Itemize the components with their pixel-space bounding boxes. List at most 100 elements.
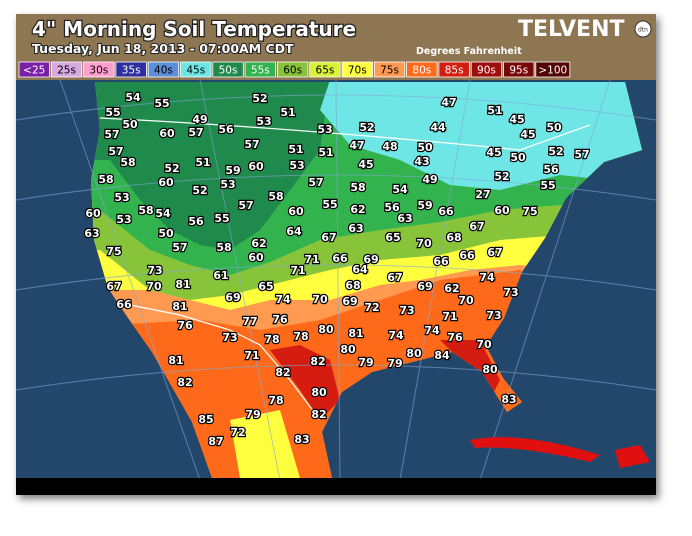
station-value: 70 (146, 280, 162, 293)
station-value: 60 (494, 204, 510, 217)
station-value: 80 (482, 363, 498, 376)
station-value: 74 (275, 293, 291, 306)
station-value: 80 (318, 323, 334, 336)
station-value: 69 (225, 291, 240, 304)
legend-swatch (309, 61, 341, 78)
station-value: 82 (177, 376, 192, 389)
station-value: 67 (387, 271, 402, 284)
station-value: 56 (384, 201, 400, 214)
station-value: 55 (214, 212, 229, 225)
station-value: 51 (195, 156, 210, 169)
station-value: 66 (459, 249, 475, 262)
station-value: 58 (138, 204, 153, 217)
brand-logo (634, 20, 652, 38)
station-value: 80 (406, 347, 422, 360)
station-value: 67 (321, 231, 336, 244)
station-value: 73 (222, 331, 237, 344)
station-value: 51 (318, 146, 333, 159)
station-value: 55 (105, 106, 120, 119)
station-value: 47 (441, 96, 456, 109)
station-value: 51 (288, 143, 303, 156)
legend-label: 90s (477, 65, 496, 77)
legend-label: 75s (380, 65, 399, 77)
station-value: 70 (312, 293, 328, 306)
station-value: 71 (304, 253, 319, 266)
station-value: 81 (168, 354, 183, 367)
station-value: 67 (469, 220, 484, 233)
station-value: 70 (416, 237, 432, 250)
station-value: 57 (172, 241, 187, 254)
station-value: 52 (548, 145, 563, 158)
station-value: 85 (198, 413, 213, 426)
station-value: 82 (311, 408, 326, 421)
station-value: 50 (546, 121, 562, 134)
station-value: 45 (520, 128, 535, 141)
station-value: 61 (213, 269, 228, 282)
station-value: 73 (486, 309, 501, 322)
station-value: 78 (293, 330, 308, 343)
legend-swatch (373, 61, 406, 78)
station-value: 49 (192, 113, 207, 126)
legend-label: <25 (23, 65, 45, 77)
legend-label: 95s (509, 65, 528, 77)
station-value: 67 (487, 246, 502, 259)
legend-swatch (115, 61, 147, 78)
station-value: 50 (158, 227, 174, 240)
station-value: 87 (208, 435, 223, 448)
station-value: 60 (288, 205, 304, 218)
legend-swatch (276, 61, 309, 78)
legend-swatch (18, 61, 50, 78)
station-value: 58 (350, 181, 365, 194)
station-value: 81 (348, 327, 363, 340)
station-value: 52 (164, 162, 179, 175)
station-value: 68 (345, 279, 360, 292)
station-value: 56 (543, 163, 559, 176)
station-value: 53 (220, 178, 235, 191)
station-value: 79 (387, 357, 402, 370)
station-value: 47 (349, 139, 364, 152)
legend-swatch (147, 61, 180, 78)
station-value: 57 (104, 128, 119, 141)
station-value: 58 (98, 173, 113, 186)
station-value: 69 (417, 280, 432, 293)
brand: TELVENT (518, 17, 625, 42)
hispaniola (615, 445, 650, 468)
station-value: 53 (256, 115, 271, 128)
station-value: 51 (280, 106, 295, 119)
station-value: 72 (364, 301, 379, 314)
footer-strip (16, 478, 656, 495)
station-value: 59 (225, 164, 240, 177)
station-value: 57 (574, 148, 589, 161)
station-value: 66 (438, 205, 454, 218)
legend-label: 30s (89, 65, 108, 77)
station-value: 50 (510, 151, 526, 164)
station-value: 62 (444, 282, 459, 295)
legend-swatch (212, 61, 244, 78)
legend-label: 55s (251, 65, 270, 77)
legend-swatch (341, 61, 373, 78)
station-value: 82 (275, 366, 290, 379)
station-value: 45 (509, 113, 524, 126)
station-value: 54 (125, 91, 141, 104)
station-value: 58 (216, 241, 231, 254)
station-value: 65 (385, 231, 400, 244)
legend-label: 40s (154, 65, 173, 77)
station-value: 58 (268, 190, 283, 203)
legend-label: 60s (283, 65, 302, 77)
station-value: 81 (175, 278, 190, 291)
legend-label: 50s (219, 65, 238, 77)
station-value: 45 (358, 158, 373, 171)
border-canada (99, 117, 591, 151)
station-value: 53 (114, 191, 129, 204)
station-value: 74 (388, 329, 404, 342)
station-value: 79 (245, 408, 260, 421)
station-value: 49 (422, 173, 437, 186)
graticule (15, 79, 657, 481)
station-value: 57 (188, 126, 203, 139)
station-value: 71 (442, 310, 457, 323)
station-value: 44 (430, 121, 446, 134)
station-value: 53 (317, 123, 332, 136)
legend-swatch (438, 61, 470, 78)
